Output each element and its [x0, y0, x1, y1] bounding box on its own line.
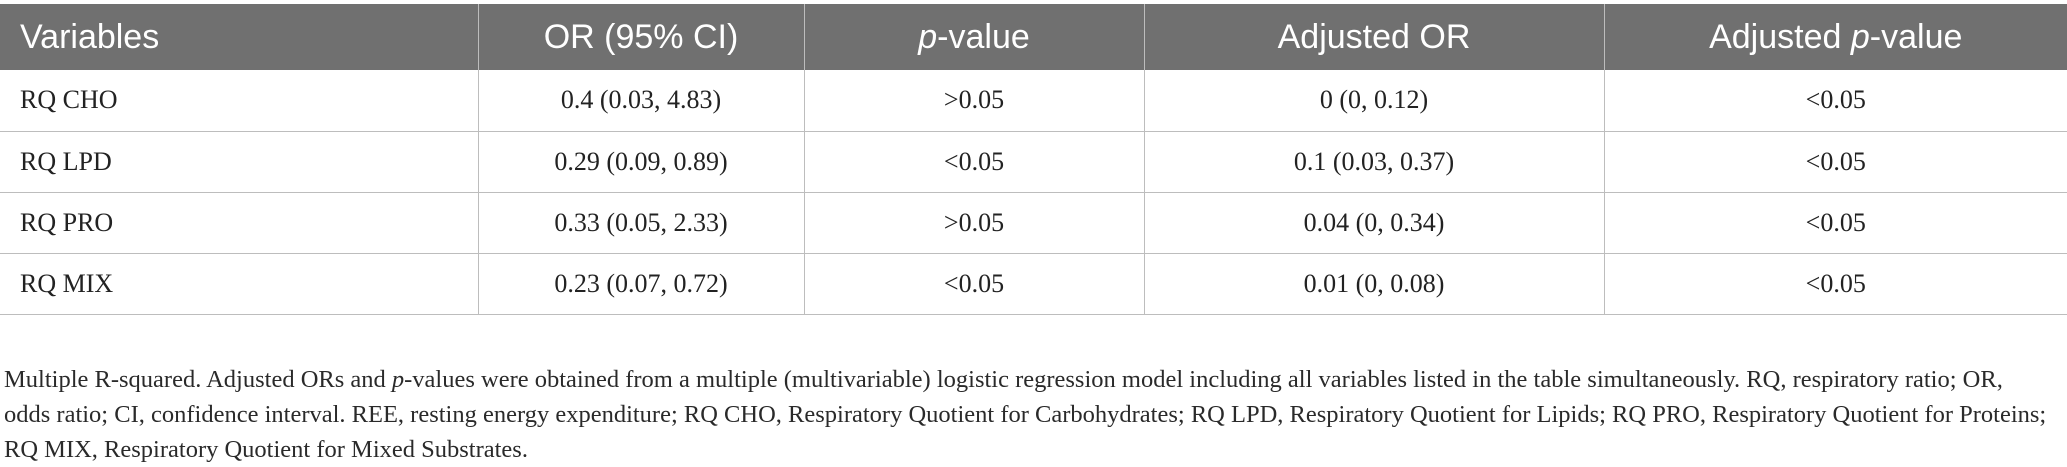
cell-variable: RQ PRO [0, 192, 478, 254]
cell-adjusted-p: <0.05 [1603, 70, 2067, 132]
table-row: RQ LPD 0.29 (0.09, 0.89) <0.05 0.1 (0.03… [0, 131, 2067, 193]
results-table: Variables OR (95% CI) p-value Adjusted O… [0, 4, 2067, 315]
header-adjusted-or: Adjusted OR [1143, 4, 1604, 70]
cell-adjusted-or: 0.04 (0, 0.34) [1143, 192, 1604, 254]
header-row: Variables OR (95% CI) p-value Adjusted O… [0, 4, 2067, 70]
cell-p-value: >0.05 [803, 70, 1144, 132]
results-table-container: Variables OR (95% CI) p-value Adjusted O… [0, 4, 2067, 315]
cell-or-ci: 0.33 (0.05, 2.33) [477, 192, 804, 254]
cell-adjusted-or: 0.01 (0, 0.08) [1143, 253, 1604, 315]
cell-adjusted-p: <0.05 [1603, 253, 2067, 315]
header-p-value-rest: -value [937, 17, 1030, 56]
cell-or-ci: 0.4 (0.03, 4.83) [477, 70, 804, 132]
cell-p-value: <0.05 [803, 253, 1144, 315]
table-row: RQ MIX 0.23 (0.07, 0.72) <0.05 0.01 (0, … [0, 253, 2067, 315]
header-adjusted-p-value: Adjusted p-value [1603, 4, 2067, 70]
cell-p-value: <0.05 [803, 131, 1144, 193]
footnote-part-1: Multiple R-squared. Adjusted ORs and [4, 366, 392, 393]
cell-adjusted-p: <0.05 [1603, 131, 2067, 193]
cell-variable: RQ MIX [0, 253, 478, 315]
footnote-italic-p: p [391, 366, 405, 393]
header-or-ci: OR (95% CI) [477, 4, 804, 70]
table-body: RQ CHO 0.4 (0.03, 4.83) >0.05 0 (0, 0.12… [0, 70, 2067, 315]
table-header: Variables OR (95% CI) p-value Adjusted O… [0, 4, 2067, 70]
cell-variable: RQ LPD [0, 131, 478, 193]
cell-or-ci: 0.23 (0.07, 0.72) [477, 253, 804, 315]
header-variables: Variables [20, 17, 160, 56]
table-row: RQ CHO 0.4 (0.03, 4.83) >0.05 0 (0, 0.12… [0, 70, 2067, 132]
footnote-part-2: -values were obtained from a multiple (m… [4, 366, 2047, 463]
table-row: RQ PRO 0.33 (0.05, 2.33) >0.05 0.04 (0, … [0, 192, 2067, 254]
cell-p-value: >0.05 [803, 192, 1144, 254]
cell-adjusted-or: 0 (0, 0.12) [1143, 70, 1604, 132]
header-adjusted-p-rest: -value [1869, 17, 1963, 56]
cell-adjusted-or: 0.1 (0.03, 0.37) [1143, 131, 1604, 193]
table-footnote: Multiple R-squared. Adjusted ORs and p-v… [4, 362, 2054, 467]
header-adjusted-p-italic: p [1850, 17, 1870, 56]
header-p-value: p-value [803, 4, 1144, 70]
cell-variable: RQ CHO [0, 70, 478, 132]
header-p-value-italic: p [918, 17, 938, 56]
header-adjusted-p-prefix: Adjusted [1709, 17, 1851, 56]
cell-adjusted-p: <0.05 [1603, 192, 2067, 254]
cell-or-ci: 0.29 (0.09, 0.89) [477, 131, 804, 193]
